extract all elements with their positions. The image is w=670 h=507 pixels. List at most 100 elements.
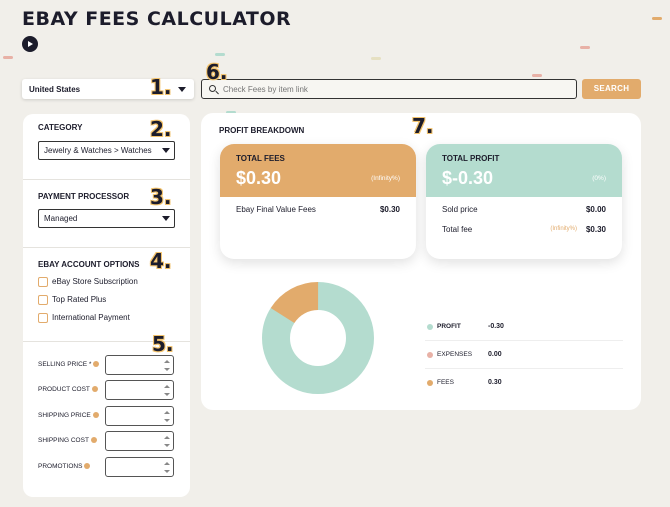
shipping-cost-input[interactable] — [105, 431, 174, 451]
category-title: CATEGORY — [38, 123, 83, 132]
field-label-text: PROMOTIONS — [38, 463, 83, 470]
checkbox[interactable] — [38, 277, 48, 287]
info-icon[interactable] — [84, 463, 91, 470]
final-value-fees-label: Ebay Final Value Fees — [236, 205, 316, 214]
legend-name: EXPENSES — [437, 351, 473, 358]
step-number-3: 3. — [150, 185, 172, 209]
legend-dot-fees — [427, 380, 433, 386]
field-label-text: SHIPPING COST — [38, 437, 89, 444]
search-box[interactable] — [201, 79, 577, 99]
country-select[interactable]: United States — [22, 79, 194, 99]
product-cost-label: PRODUCT COST — [38, 386, 98, 393]
decor-dash — [580, 46, 590, 49]
legend-fees: FEES 0.30 — [425, 369, 623, 397]
total-profit-header: TOTAL PROFIT $-0.30 (0%) — [426, 144, 622, 197]
stepper-icon[interactable] — [164, 385, 170, 396]
divider — [23, 179, 190, 180]
decor-dash — [652, 17, 662, 20]
option-label: Top Rated Plus — [52, 295, 107, 304]
option-label: eBay Store Subscription — [52, 277, 138, 286]
legend-dot-expenses — [427, 352, 433, 358]
promotions-input[interactable] — [105, 457, 174, 477]
option-label: International Payment — [52, 313, 130, 322]
total-profit-card: TOTAL PROFIT $-0.30 (0%) Sold price $0.0… — [426, 144, 622, 259]
step-number-1: 1. — [150, 75, 172, 99]
total-fee-label: Total fee — [442, 225, 473, 234]
shipping-cost-label: SHIPPING COST — [38, 437, 97, 444]
breakdown-title: PROFIT BREAKDOWN — [219, 126, 305, 135]
decor-dash — [215, 53, 225, 56]
selling-price-input[interactable] — [105, 355, 174, 375]
info-icon[interactable] — [92, 412, 99, 419]
total-fees-card: TOTAL FEES $0.30 (Infinity%) Ebay Final … — [220, 144, 416, 259]
info-icon[interactable] — [90, 437, 97, 444]
shipping-price-input[interactable] — [105, 406, 174, 426]
decor-dash — [371, 57, 381, 60]
stepper-icon[interactable] — [164, 436, 170, 447]
step-number-2: 2. — [150, 117, 172, 141]
stepper-icon[interactable] — [164, 462, 170, 473]
decor-dash — [226, 111, 236, 114]
play-icon[interactable] — [22, 36, 38, 52]
step-number-7: 7. — [412, 114, 434, 138]
shipping-price-label: SHIPPING PRICE — [38, 412, 99, 419]
payment-title: PAYMENT PROCESSOR — [38, 192, 130, 201]
legend-expenses: EXPENSES 0.00 — [425, 341, 623, 369]
total-profit-pct: (0%) — [592, 175, 606, 182]
total-fees-pct: (Infinity%) — [371, 175, 400, 182]
left-panel: CATEGORY Jewelry & Watches > Watches PAY… — [23, 114, 190, 497]
total-fee-value: $0.30 — [585, 225, 606, 234]
category-selected: Jewelry & Watches > Watches — [44, 146, 152, 155]
total-fees-value: $0.30 — [236, 168, 282, 188]
legend-name: PROFIT — [437, 323, 461, 330]
search-input[interactable] — [223, 83, 563, 96]
stepper-icon[interactable] — [164, 411, 170, 422]
legend-value: 0.00 — [488, 351, 502, 358]
field-label-text: SHIPPING PRICE — [38, 412, 91, 419]
sold-price-label: Sold price — [442, 205, 478, 214]
info-icon[interactable] — [93, 361, 100, 368]
profit-breakdown-panel: PROFIT BREAKDOWN TOTAL FEES $0.30 (Infin… — [201, 113, 641, 410]
total-fees-title: TOTAL FEES — [236, 154, 285, 163]
total-fees-header: TOTAL FEES $0.30 (Infinity%) — [220, 144, 416, 197]
divider — [23, 341, 190, 342]
info-icon[interactable] — [91, 386, 98, 393]
search-button[interactable]: SEARCH — [582, 79, 641, 99]
final-value-fees-value: $0.30 — [379, 205, 400, 214]
donut-fees-slice — [262, 282, 374, 394]
account-options-title: EBAY ACCOUNT OPTIONS — [38, 260, 140, 269]
legend-value: 0.30 — [488, 379, 502, 386]
selling-price-label: SELLING PRICE * — [38, 361, 100, 368]
country-selected: United States — [29, 85, 81, 94]
category-select[interactable]: Jewelry & Watches > Watches — [38, 141, 175, 160]
promotions-label: PROMOTIONS — [38, 463, 91, 470]
total-profit-title: TOTAL PROFIT — [442, 154, 500, 163]
donut-chart — [262, 282, 374, 394]
payment-select[interactable]: Managed — [38, 209, 175, 228]
decor-dash — [3, 56, 13, 59]
checkbox[interactable] — [38, 295, 48, 305]
legend-name: FEES — [437, 379, 454, 386]
chevron-down-icon — [162, 216, 170, 221]
step-number-6: 6. — [206, 60, 228, 84]
checkbox[interactable] — [38, 313, 48, 323]
total-profit-value: $-0.30 — [442, 168, 494, 188]
divider — [23, 247, 190, 248]
stepper-icon[interactable] — [164, 360, 170, 371]
product-cost-input[interactable] — [105, 380, 174, 400]
step-number-5: 5. — [152, 332, 174, 356]
page-title: EBAY FEES CALCULATOR — [22, 8, 292, 30]
field-label-text: PRODUCT COST — [38, 386, 90, 393]
total-fee-pct: (Infinity%) — [550, 226, 577, 232]
decor-dash — [532, 74, 542, 77]
legend-dot-profit — [427, 324, 433, 330]
step-number-4: 4. — [150, 249, 172, 273]
sold-price-value: $0.00 — [585, 205, 606, 214]
search-icon — [209, 85, 216, 92]
legend-value: -0.30 — [488, 323, 504, 330]
payment-selected: Managed — [44, 214, 78, 223]
chevron-down-icon — [162, 148, 170, 153]
chevron-down-icon — [178, 87, 186, 92]
legend-profit: PROFIT -0.30 — [425, 313, 623, 341]
field-label-text: SELLING PRICE * — [38, 361, 92, 368]
